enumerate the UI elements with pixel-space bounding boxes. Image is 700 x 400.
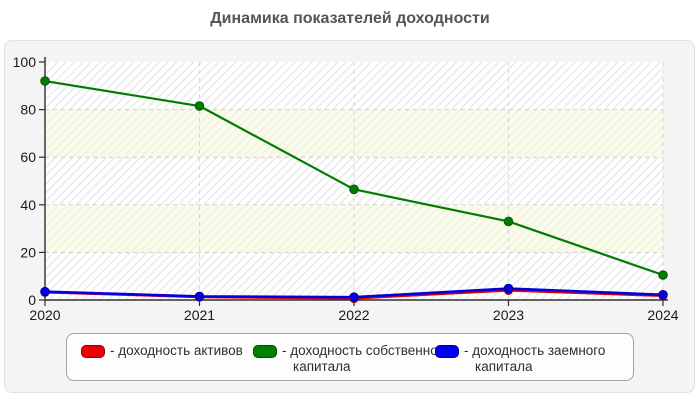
- legend-item-assets: - доходность активов: [81, 343, 243, 359]
- point-equity-2023: [503, 216, 514, 227]
- y-tick-label: 0: [28, 292, 36, 308]
- x-tick-label: 2021: [184, 307, 215, 323]
- legend-swatch-assets-icon: [81, 345, 105, 358]
- point-borrowed-2022: [349, 292, 359, 302]
- y-tick-label: 100: [13, 54, 37, 70]
- point-borrowed-2021: [194, 291, 205, 302]
- legend-item-equity: - доходность собственного капитала: [253, 343, 453, 375]
- x-tick-label: 2020: [29, 307, 60, 323]
- x-tick-label: 2023: [493, 307, 524, 323]
- x-tick-label: 2024: [647, 307, 678, 323]
- legend-label-borrowed: - доходность заемного капитала: [464, 343, 606, 374]
- chart-legend: - доходность активов - доходность собств…: [66, 333, 634, 381]
- y-tick-label: 60: [20, 149, 36, 165]
- point-borrowed-2024: [658, 289, 668, 300]
- chart-title: Динамика показателей доходности: [210, 10, 490, 27]
- x-tick-label: 2022: [338, 307, 369, 323]
- plot-band: [45, 157, 663, 205]
- plot-band: [45, 109, 663, 158]
- y-tick-label: 40: [20, 197, 36, 213]
- plot-band: [45, 62, 663, 110]
- legend-label-assets: - доходность активов: [110, 343, 243, 358]
- point-borrowed-2023: [503, 283, 514, 294]
- point-borrowed-2020: [40, 286, 50, 297]
- y-tick-label: 20: [20, 244, 36, 260]
- point-equity-2020: [40, 76, 50, 86]
- point-equity-2024: [658, 270, 668, 280]
- plot-band: [45, 204, 663, 253]
- legend-item-borrowed: - доходность заемного капитала: [435, 343, 617, 375]
- legend-swatch-borrowed-icon: [435, 345, 459, 358]
- legend-swatch-equity-icon: [253, 345, 277, 358]
- y-tick-label: 80: [20, 102, 36, 118]
- point-equity-2021: [194, 101, 205, 111]
- point-equity-2022: [349, 184, 359, 195]
- legend-label-equity: - доходность собственного капитала: [282, 343, 450, 374]
